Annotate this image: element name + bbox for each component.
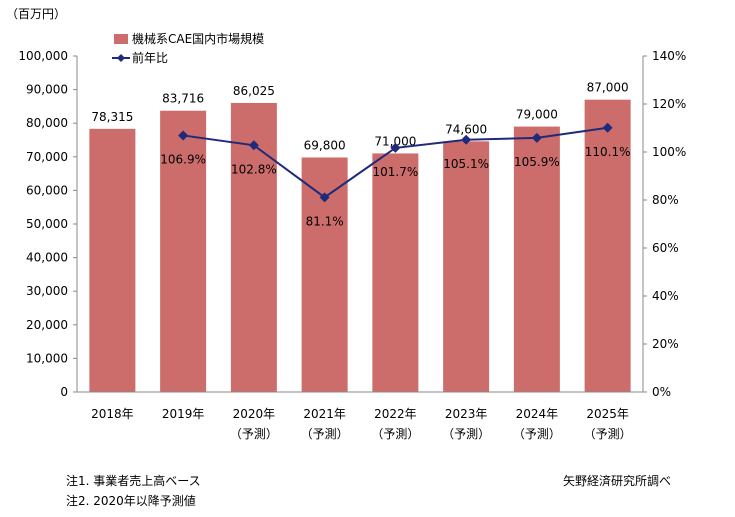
category-sublabel: （予測） [584, 427, 632, 441]
category-label: 2022年 [374, 407, 417, 421]
category-labels: 2018年 2019年 2020年 （予測） 2021年 （予測） 2022年 （予測） 202… [91, 407, 632, 441]
right-tick-label: 100% [652, 145, 686, 159]
line-marker [178, 130, 189, 141]
legend-line-label: 前年比 [132, 50, 168, 65]
bar-value-label: 79,000 [516, 108, 558, 122]
bar-value-label: 86,025 [233, 84, 275, 98]
right-tick-label: 20% [652, 337, 679, 351]
category-sublabel: （予測） [230, 427, 278, 441]
bar-value-labels: 78,315 83,716 86,025 69,800 71,000 74,600 79,0… [91, 81, 628, 153]
right-tick-label: 40% [652, 289, 679, 303]
source-note: 矢野経済研究所調べ [563, 474, 672, 488]
category-label: 2019年 [162, 407, 205, 421]
bar-series [89, 99, 631, 393]
category-sublabel: （予測） [371, 427, 419, 441]
category-sublabel: （予測） [442, 427, 490, 441]
category-label: 2018年 [91, 407, 134, 421]
left-tick-label: 60,000 [26, 183, 68, 197]
line-value-label: 105.9% [514, 155, 560, 169]
line-series [178, 122, 613, 203]
legend-bar-label: 機械系CAE国内市場規模 [132, 31, 264, 46]
right-axis-ticks: 0% 20% 40% 60% 80% 100% 120% 140% [643, 49, 686, 399]
category-label: 2024年 [516, 407, 559, 421]
line-marker [248, 140, 259, 151]
line-marker [461, 134, 472, 145]
left-tick-label: 80,000 [26, 116, 68, 130]
line-marker [390, 142, 401, 153]
left-tick-label: 0 [60, 385, 68, 399]
line-marker [319, 192, 330, 203]
category-label: 2020年 [233, 407, 276, 421]
left-tick-label: 100,000 [18, 49, 68, 63]
bar [89, 128, 136, 392]
left-tick-label: 20,000 [26, 318, 68, 332]
category-label: 2023年 [445, 407, 488, 421]
line-marker [531, 132, 542, 143]
left-tick-label: 10,000 [26, 351, 68, 365]
bar [230, 102, 277, 393]
y-axis-unit-label: （百万円） [6, 7, 66, 21]
left-tick-label: 90,000 [26, 83, 68, 97]
bar-value-label: 83,716 [162, 92, 204, 106]
note-1: 注1. 事業者売上高ベース [66, 474, 201, 488]
bar [160, 110, 207, 393]
bar-value-label: 69,800 [304, 138, 346, 152]
right-tick-label: 120% [652, 97, 686, 111]
line-value-label: 101.7% [372, 165, 418, 179]
line-value-label: 106.9% [160, 152, 206, 166]
left-axis-ticks: 0 10,000 20,000 30,000 40,000 50,000 60,000 70,… [18, 49, 77, 399]
right-tick-label: 80% [652, 193, 679, 207]
left-tick-label: 30,000 [26, 284, 68, 298]
bar [513, 126, 560, 392]
line-value-label: 102.8% [231, 162, 277, 176]
bar-value-label: 78,315 [91, 110, 133, 124]
bar-value-label: 71,000 [374, 134, 416, 148]
category-label: 2021年 [303, 407, 346, 421]
line-value-label: 110.1% [585, 145, 631, 159]
axes [76, 56, 644, 393]
category-sublabel: （予測） [301, 427, 349, 441]
bar-value-label: 87,000 [587, 81, 629, 95]
bar [443, 141, 490, 392]
line-value-label: 81.1% [306, 214, 344, 228]
left-tick-label: 50,000 [26, 217, 68, 231]
right-tick-label: 140% [652, 49, 686, 63]
legend-bar-swatch [114, 34, 128, 44]
note-2: 注2. 2020年以降予測値 [66, 494, 196, 508]
left-tick-label: 40,000 [26, 251, 68, 265]
category-label: 2025年 [586, 407, 629, 421]
legend-line-marker [117, 54, 125, 62]
right-tick-label: 0% [652, 385, 671, 399]
bar [584, 99, 631, 393]
line-value-labels: 106.9% 102.8% 81.1% 101.7% 105.1% 105.9% 110.1… [160, 145, 630, 229]
bar [372, 153, 419, 392]
left-tick-label: 70,000 [26, 150, 68, 164]
line-marker [602, 122, 613, 133]
category-sublabel: （予測） [513, 427, 561, 441]
line-value-label: 105.1% [443, 157, 489, 171]
right-tick-label: 60% [652, 241, 679, 255]
bar-value-label: 74,600 [445, 122, 487, 136]
